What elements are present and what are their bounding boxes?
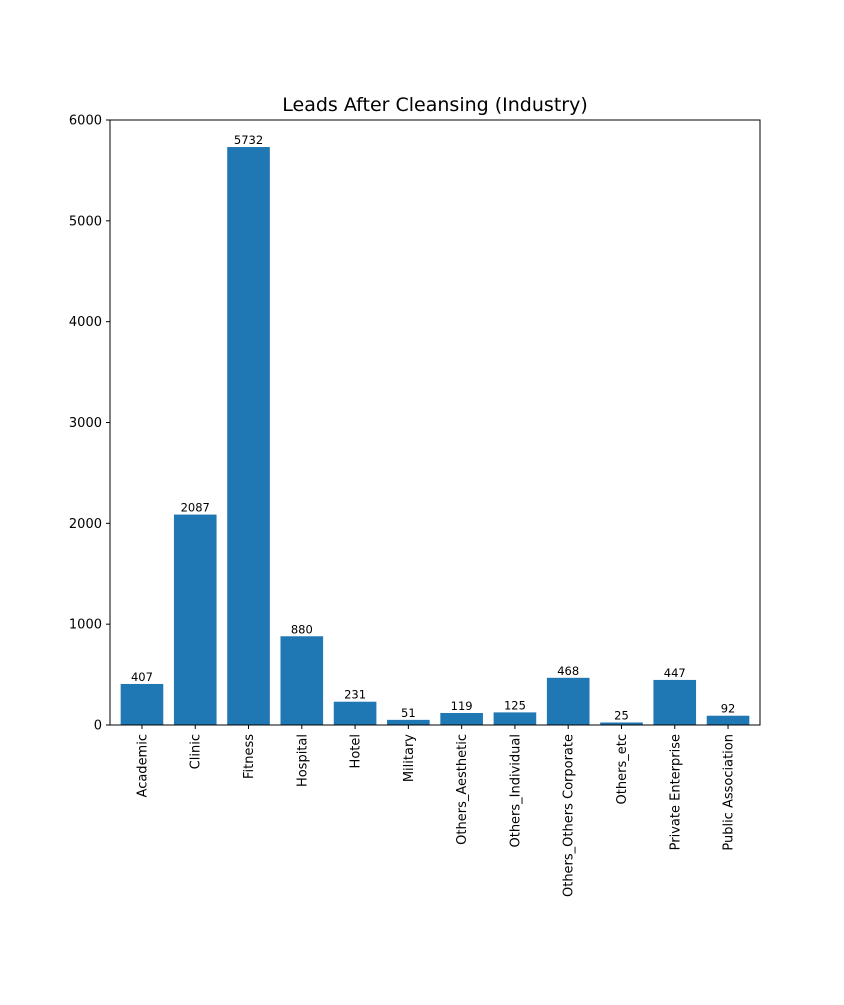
x-tick-label: Fitness [242,734,257,779]
bar [333,701,377,725]
x-tick-label: Private Enterprise [668,734,683,850]
y-tick-label: 3000 [69,416,102,431]
data-label: 231 [344,688,366,702]
bar [493,712,537,725]
x-tick-label: Others_Others Corporate [562,734,577,897]
data-label: 119 [451,699,473,713]
bar [440,713,483,725]
x-tick-label: Hospital [295,734,310,787]
x-tick-label: Others_Aesthetic [455,734,470,845]
x-tick-label: Hotel [349,734,364,768]
bar [227,147,270,726]
bar [120,683,164,725]
bar [387,719,430,725]
data-labels-layer: 407 2087 5732 880 231 51 119 125 468 25 447 92 [131,133,735,722]
bar [653,679,697,725]
bar [706,715,750,725]
data-label: 447 [664,666,686,680]
y-tick-label: 5000 [69,214,102,229]
x-tick-label: Public Association [722,734,737,851]
data-label: 5732 [234,133,263,147]
data-label: 25 [614,708,629,722]
y-tick-label: 0 [94,719,102,734]
y-tick-label: 1000 [69,618,102,633]
data-label: 125 [504,698,526,712]
y-axis: 0 1000 2000 3000 4000 5000 6000 [69,114,110,734]
plot-area-frame [109,119,761,726]
data-label: 880 [291,622,313,636]
x-tick-label: Military [402,734,417,782]
data-label: 468 [557,664,579,678]
x-axis: Academic Clinic Fitness Hospital Hotel Milita… [135,725,737,897]
x-tick-label: Clinic [189,734,204,769]
data-label: 2087 [181,501,210,515]
bar [173,514,217,725]
bar [546,677,590,725]
x-tick-label: Others_Individual [508,734,523,848]
data-label: 51 [401,706,416,720]
x-tick-label: Academic [135,734,150,797]
data-label: 92 [721,702,736,716]
bar [600,722,643,725]
chart-title: Leads After Cleansing (Industry) [282,94,587,116]
x-tick-label: Others_etc [615,734,630,804]
data-label: 407 [131,670,153,684]
bars-layer [120,147,750,726]
y-tick-label: 4000 [69,315,102,330]
bar [280,636,324,725]
y-tick-label: 2000 [69,517,102,532]
y-tick-label: 6000 [69,114,102,129]
